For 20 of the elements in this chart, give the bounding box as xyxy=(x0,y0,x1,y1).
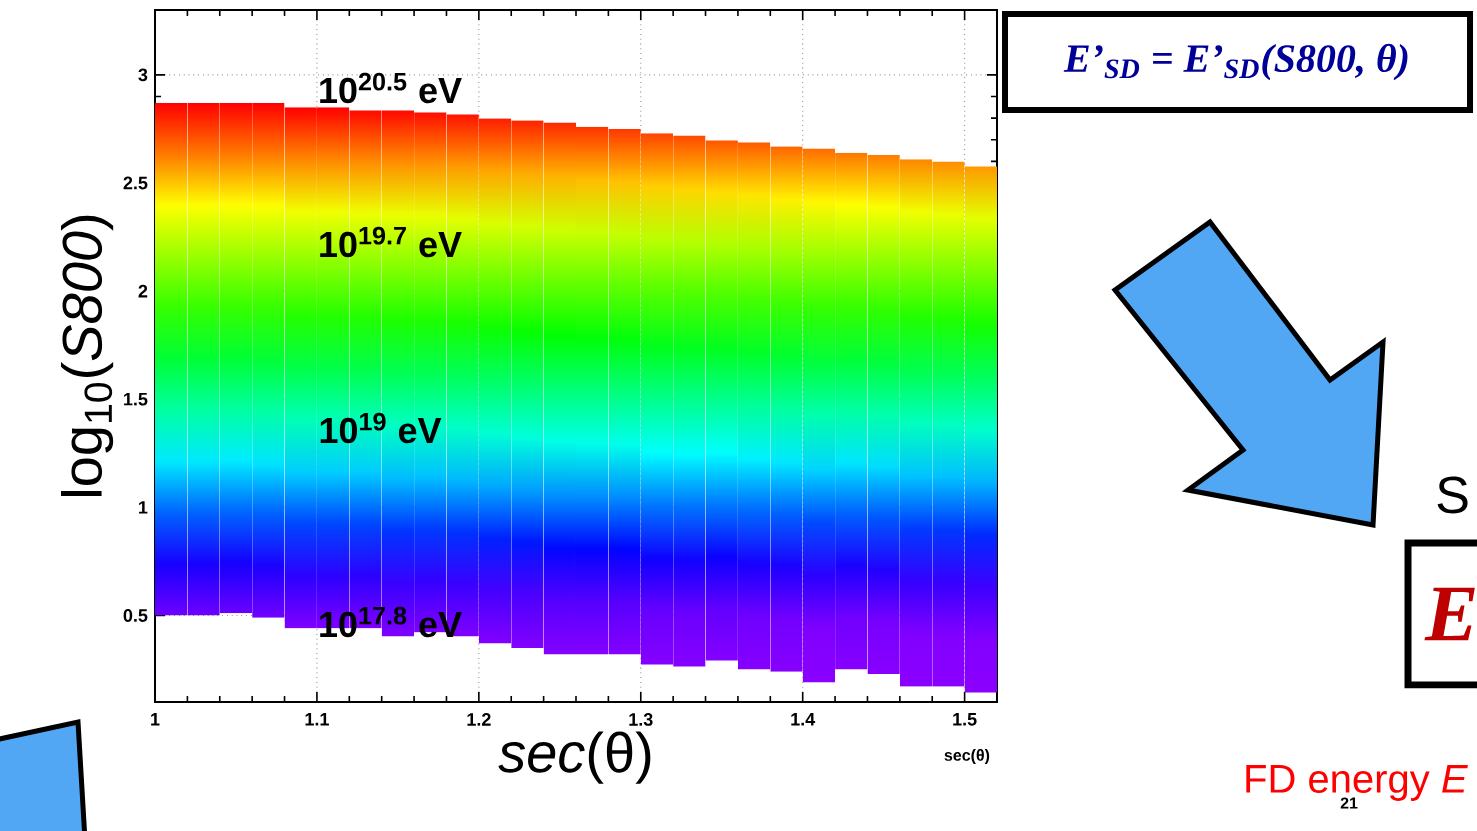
y-tick-label: 1.5 xyxy=(124,392,148,406)
y-tick-label: 1 xyxy=(139,501,148,514)
annotation: 10$^{19}$ eV xyxy=(320,412,442,444)
y-axis-title: log$_{10}$(S800) xyxy=(61,215,114,496)
x-tick-label: 1.3 xyxy=(629,713,653,726)
x-tick-label: 1 xyxy=(151,713,160,726)
y-tick-label: 0.5 xyxy=(123,609,148,622)
x-tick-label: 1.4 xyxy=(791,713,816,726)
y-tick-label: 3 xyxy=(138,68,148,82)
y-tick-label: 2 xyxy=(138,284,148,298)
x-tick-label: 1.1 xyxy=(305,713,329,726)
annotation: 10$^{20.5}$ eV xyxy=(320,72,462,104)
text: E’$_{SD}$ = E’$_{SD}$(S800, θ) xyxy=(1063,43,1408,81)
y-tick-label: 2.5 xyxy=(123,176,148,190)
x-axis-title: sec(θ) xyxy=(498,731,651,784)
x-tick-label: 1.5 xyxy=(953,713,977,726)
x-tick-label: 1.2 xyxy=(467,713,491,726)
text: E xyxy=(1424,587,1475,641)
text: S xyxy=(1437,476,1468,514)
text: sec(θ) xyxy=(944,749,990,764)
